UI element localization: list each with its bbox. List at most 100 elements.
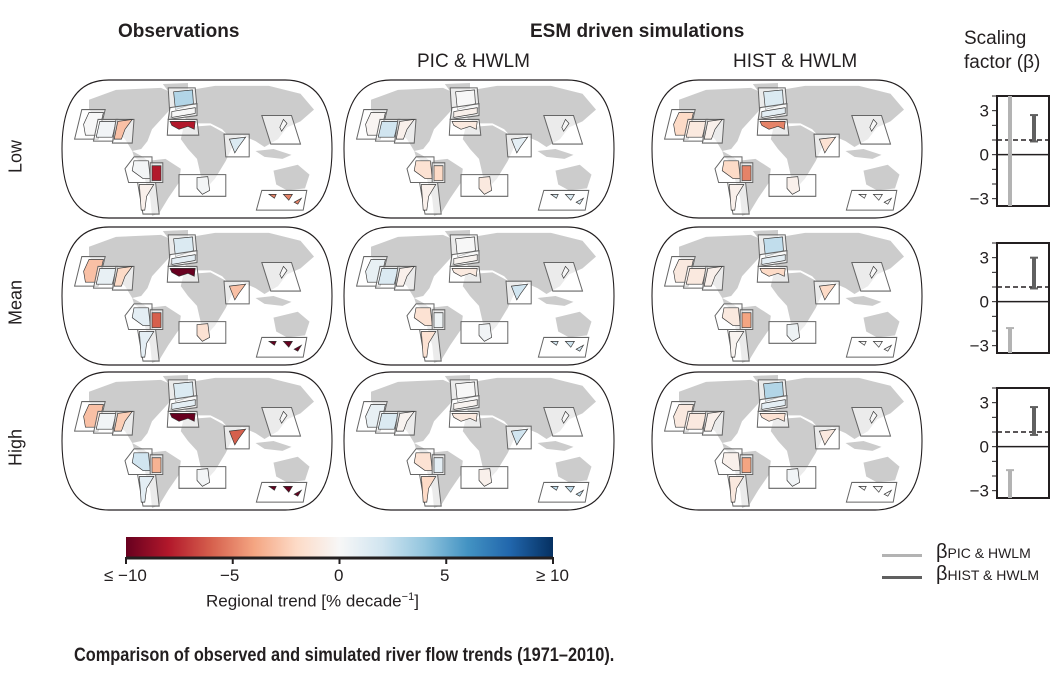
legend-hist-label: βHIST & HWLM xyxy=(936,563,1039,586)
region-australia xyxy=(267,340,303,352)
region-s-asia xyxy=(510,428,529,446)
region-s-asia xyxy=(228,136,247,154)
map-outline xyxy=(61,79,333,219)
region-australia xyxy=(857,193,893,205)
region-amazon xyxy=(413,452,433,471)
pic-header: PIC & HWLM xyxy=(417,51,530,72)
region-e-north-america xyxy=(395,118,415,140)
scaling-tick-label: 0 xyxy=(980,146,989,165)
region-mediterranean xyxy=(451,121,478,130)
region-se-south-america xyxy=(729,331,745,358)
region-s-africa xyxy=(478,468,492,487)
scaling-tick-label: −3 xyxy=(970,190,989,209)
scaling-panel-mean: −3 0 3 xyxy=(970,242,1050,356)
region-s-asia xyxy=(510,136,529,154)
region-ne-brazil xyxy=(151,165,162,181)
scaling-panel-high: −3 0 3 xyxy=(970,387,1050,501)
region-mediterranean xyxy=(451,268,478,277)
region-se-south-america xyxy=(421,331,437,358)
region-se-south-america xyxy=(421,476,437,503)
region-australia xyxy=(549,340,585,352)
colorbar-label-text: Regional trend [% decade xyxy=(206,591,402,611)
region-ne-brazil xyxy=(741,165,752,181)
region-s-africa xyxy=(786,176,800,195)
region-e-north-america xyxy=(395,265,415,287)
map-panel-mean-0 xyxy=(61,226,333,366)
region-box xyxy=(255,481,308,503)
legend-pic-beta: β xyxy=(936,541,948,563)
region-box xyxy=(845,336,898,358)
region-australia xyxy=(857,485,893,497)
region-ne-brazil xyxy=(433,165,444,181)
region-s-africa xyxy=(786,323,800,342)
region-central-europe xyxy=(171,107,196,118)
region-ne-brazil xyxy=(433,457,444,473)
region-e-north-america xyxy=(703,118,723,140)
scaling-frame xyxy=(996,95,1050,207)
scaling-tick-label: 0 xyxy=(980,438,989,457)
colorbar-gradient xyxy=(126,537,553,557)
map-outline xyxy=(651,79,923,219)
scaling-header-line2: factor (β) xyxy=(964,52,1041,73)
legend-pic-label: βPIC & HWLM xyxy=(936,541,1031,564)
map-outline xyxy=(343,371,615,511)
map-outline xyxy=(651,371,923,511)
map-outline xyxy=(343,226,615,366)
region-s-asia xyxy=(818,136,837,154)
region-e-asia xyxy=(279,118,288,132)
region-e-asia xyxy=(561,118,570,132)
region-box xyxy=(845,481,898,503)
map-panel-low-0 xyxy=(61,79,333,219)
region-e-asia xyxy=(561,265,570,279)
region-australia xyxy=(267,193,303,205)
colorbar-tick-zero: 0 xyxy=(334,566,344,585)
region-e-north-america xyxy=(113,118,133,140)
region-australia xyxy=(549,485,585,497)
region-mediterranean xyxy=(451,413,478,422)
colorbar-tick-max: ≥ 10 xyxy=(536,566,569,585)
region-central-north-america xyxy=(377,413,399,430)
region-central-europe xyxy=(761,107,786,118)
map-outline xyxy=(61,226,333,366)
region-e-north-america xyxy=(703,265,723,287)
region-s-asia xyxy=(510,283,529,301)
region-se-south-america xyxy=(729,184,745,211)
colorbar-tick-neg5: −5 xyxy=(220,566,240,585)
region-australia xyxy=(857,340,893,352)
region-mediterranean xyxy=(169,268,196,277)
region-s-africa xyxy=(478,323,492,342)
region-central-north-america xyxy=(377,121,399,138)
region-s-asia xyxy=(228,283,247,301)
region-e-north-america xyxy=(113,410,133,432)
legend-pic-sub: PIC & HWLM xyxy=(947,545,1031,561)
region-s-asia xyxy=(818,283,837,301)
map-panel-low-1 xyxy=(343,79,615,219)
region-amazon xyxy=(413,307,433,326)
region-box xyxy=(845,189,898,211)
region-amazon xyxy=(413,160,433,179)
region-central-north-america xyxy=(377,268,399,285)
map-outline xyxy=(61,371,333,511)
region-amazon xyxy=(721,307,741,326)
region-se-south-america xyxy=(139,331,155,358)
legend-hist-sub: HIST & HWLM xyxy=(947,567,1040,583)
region-s-africa xyxy=(478,176,492,195)
region-e-asia xyxy=(279,265,288,279)
region-central-north-america xyxy=(95,413,117,430)
legend-pic-swatch xyxy=(882,554,922,557)
esm-header: ESM driven simulations xyxy=(530,21,745,42)
map-panel-mean-1 xyxy=(343,226,615,366)
map-panel-high-1 xyxy=(343,371,615,511)
legend-hist-beta: β xyxy=(936,563,948,585)
region-s-africa xyxy=(196,176,210,195)
colorbar-label-end: ] xyxy=(414,591,419,611)
region-mediterranean xyxy=(759,413,786,422)
colorbar-label-sup: −1 xyxy=(401,591,415,603)
region-e-asia xyxy=(869,118,878,132)
region-central-europe xyxy=(171,254,196,265)
map-panel-high-2 xyxy=(651,371,923,511)
region-central-europe xyxy=(453,254,478,265)
region-s-africa xyxy=(196,468,210,487)
region-central-europe xyxy=(761,399,786,410)
region-e-asia xyxy=(279,410,288,424)
